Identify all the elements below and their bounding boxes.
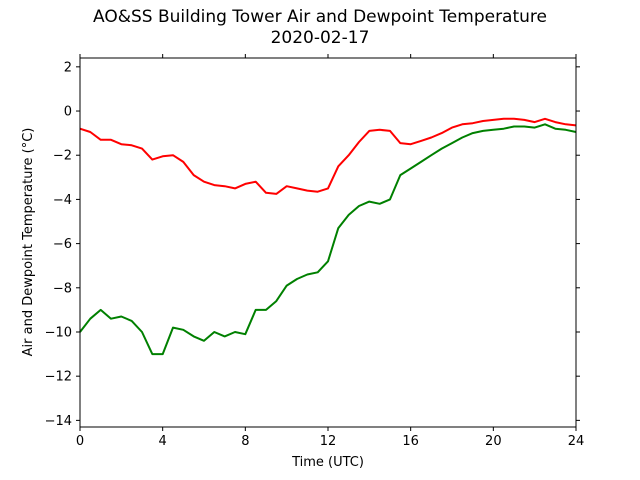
x-tick-label: 20 — [485, 434, 502, 449]
x-tick-label: 12 — [320, 434, 337, 449]
series-line-0 — [79, 117, 577, 195]
x-tick-label: 8 — [241, 434, 249, 449]
x-tick-label: 24 — [568, 434, 585, 449]
y-tick-label: −4 — [53, 193, 72, 208]
axes-frame — [79, 57, 577, 428]
y-tick-label: −8 — [53, 281, 72, 296]
y-axis: −14 −12 −10 −8 −6 −4 −2 0 2 — [45, 60, 580, 429]
y-tick-label: 2 — [64, 60, 72, 75]
plot-lines — [79, 117, 577, 356]
series-line-1 — [79, 123, 577, 356]
chart-subtitle: 2020-02-17 — [270, 28, 370, 48]
chart-title: AO&SS Building Tower Air and Dewpoint Te… — [92, 7, 547, 27]
x-tick-label: 4 — [159, 434, 167, 449]
x-axis-label: Time (UTC) — [291, 455, 364, 470]
y-tick-label: 0 — [64, 105, 72, 120]
x-tick-label: 0 — [76, 434, 84, 449]
y-tick-label: −12 — [45, 370, 72, 385]
y-tick-label: −6 — [53, 237, 72, 252]
x-axis: 0 4 8 12 16 20 24 — [76, 54, 584, 449]
y-tick-label: −2 — [53, 149, 72, 164]
y-tick-label: −14 — [45, 414, 72, 429]
x-tick-label: 16 — [402, 434, 419, 449]
axes-border — [79, 57, 577, 428]
y-tick-label: −10 — [45, 325, 72, 340]
y-axis-label: Air and Dewpoint Temperature (°C) — [21, 128, 36, 357]
